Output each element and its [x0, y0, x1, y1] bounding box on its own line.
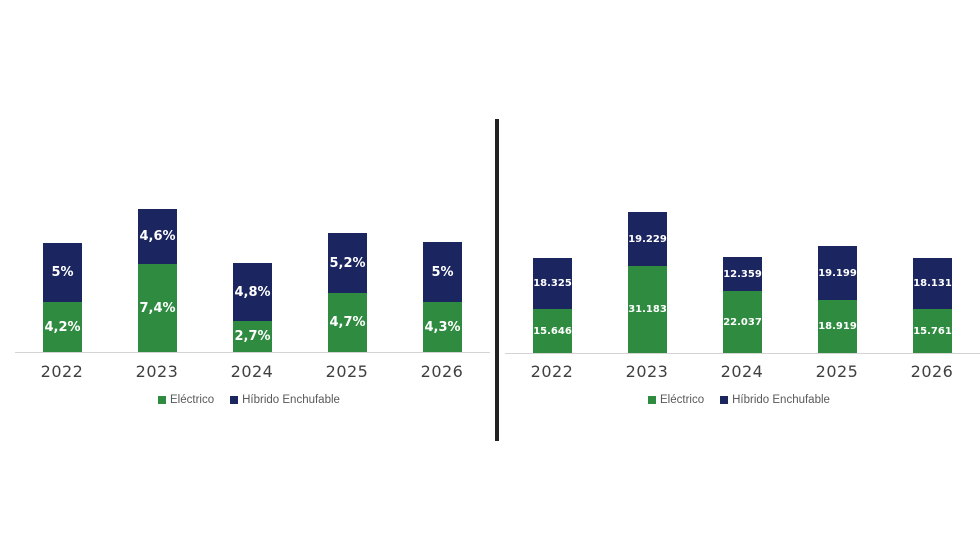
x-tick-label: 2023 [135, 362, 179, 381]
legend-swatch-green [648, 396, 656, 404]
vertical-divider [495, 119, 499, 441]
segment-electrico: 31.183 [628, 266, 667, 353]
value-label: 2,7% [234, 329, 271, 344]
value-label: 7,4% [139, 300, 176, 316]
bar-2024: 12.359 22.037 [723, 257, 762, 353]
segment-hibrido: 18.131 [913, 258, 952, 309]
value-label: 4,3% [424, 319, 461, 335]
value-label: 18.919 [818, 321, 857, 332]
x-tick-label: 2024 [230, 362, 274, 381]
bar-2022: 5% 4,2% [43, 243, 82, 352]
legend-item-hibrido: Híbrido Enchufable [720, 394, 830, 406]
segment-electrico: 4,2% [43, 302, 82, 352]
segment-hibrido: 4,8% [233, 263, 272, 321]
value-label: 4,6% [139, 229, 176, 244]
x-tick-label: 2025 [815, 362, 859, 381]
left-chart-percent-share: 5% 4,2% 4,6% 7,4% 4,8% 2,7% 5,2% 4,7% 5%… [15, 209, 490, 406]
value-label: 12.359 [723, 268, 762, 280]
bar-2023: 4,6% 7,4% [138, 209, 177, 352]
bar-2023: 19.229 31.183 [628, 212, 667, 353]
value-label: 5% [431, 264, 454, 280]
x-tick-label: 2022 [40, 362, 84, 381]
legend-swatch-green [158, 396, 166, 404]
segment-hibrido: 4,6% [138, 209, 177, 264]
x-axis-line [505, 353, 980, 354]
value-label: 4,7% [329, 315, 366, 330]
segment-hibrido: 19.229 [628, 212, 667, 266]
value-label: 18.131 [913, 278, 952, 289]
value-label: 15.646 [533, 325, 572, 337]
legend-item-electrico: Eléctrico [648, 394, 704, 406]
segment-electrico: 22.037 [723, 291, 762, 353]
bar-2022: 18.325 15.646 [533, 258, 572, 353]
x-tick-label: 2022 [530, 362, 574, 381]
bar-2025: 5,2% 4,7% [328, 233, 367, 352]
value-label: 4,2% [44, 319, 81, 335]
value-label: 5,2% [329, 255, 366, 271]
bar-2026: 5% 4,3% [423, 242, 462, 352]
legend-label: Eléctrico [660, 394, 705, 406]
segment-hibrido: 18.325 [533, 258, 572, 309]
x-tick-label: 2026 [420, 362, 464, 381]
legend-label: Híbrido Enchufable [242, 394, 340, 406]
segment-electrico: 4,3% [423, 302, 462, 352]
segment-hibrido: 12.359 [723, 257, 762, 291]
segment-electrico: 2,7% [233, 321, 272, 352]
value-label: 19.229 [628, 233, 667, 245]
bar-2026: 18.131 15.761 [913, 258, 952, 353]
legend-item-hibrido: Híbrido Enchufable [230, 394, 340, 406]
segment-electrico: 15.761 [913, 309, 952, 353]
legend: Eléctrico Híbrido Enchufable [158, 394, 352, 406]
value-label: 31.183 [628, 304, 667, 315]
value-label: 15.761 [913, 325, 952, 337]
segment-hibrido: 19.199 [818, 246, 857, 300]
legend-swatch-navy [720, 396, 729, 404]
bar-2025: 19.199 18.919 [818, 246, 857, 353]
value-label: 4,8% [234, 284, 271, 300]
x-tick-label: 2026 [910, 362, 954, 381]
segment-electrico: 7,4% [138, 264, 177, 352]
value-label: 19.199 [818, 267, 857, 279]
segment-electrico: 18.919 [818, 300, 857, 353]
value-label: 5% [51, 265, 74, 280]
value-label: 18.325 [533, 278, 572, 289]
legend-swatch-navy [230, 396, 239, 404]
segment-electrico: 4,7% [328, 293, 367, 352]
x-tick-label: 2025 [325, 362, 369, 381]
legend-label: Híbrido Enchufable [732, 394, 830, 406]
legend-item-electrico: Eléctrico [158, 394, 214, 406]
segment-hibrido: 5% [423, 242, 462, 302]
legend: Eléctrico Híbrido Enchufable [648, 394, 842, 406]
bar-2024: 4,8% 2,7% [233, 263, 272, 352]
segment-hibrido: 5,2% [328, 233, 367, 293]
x-tick-label: 2024 [720, 362, 764, 381]
x-tick-label: 2023 [625, 362, 669, 381]
x-axis-line [15, 352, 490, 353]
value-label: 22.037 [723, 316, 762, 328]
legend-label: Eléctrico [170, 394, 215, 406]
segment-hibrido: 5% [43, 243, 82, 302]
segment-electrico: 15.646 [533, 309, 572, 353]
